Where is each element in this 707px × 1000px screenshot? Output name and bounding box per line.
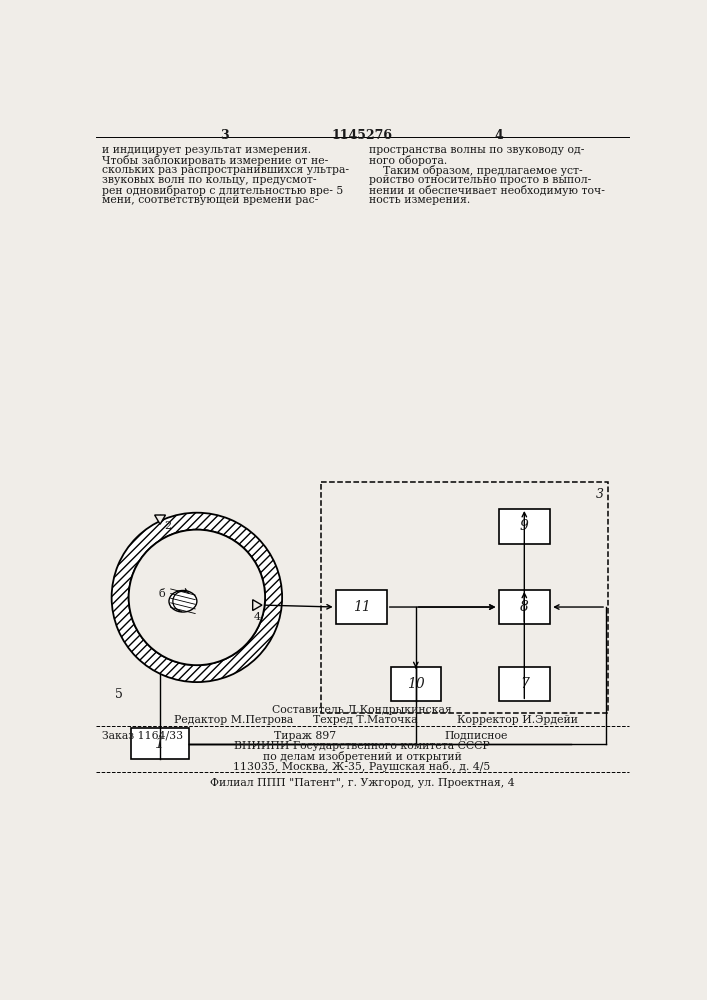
- Text: 1145276: 1145276: [332, 129, 392, 142]
- Bar: [391, 667, 441, 701]
- Bar: [337, 590, 387, 624]
- Text: Таким образом, предлагаемое уст-: Таким образом, предлагаемое уст-: [369, 165, 583, 176]
- Text: 2: 2: [164, 521, 171, 531]
- Text: звуковых волн по кольцу, предусмот-: звуковых волн по кольцу, предусмот-: [103, 175, 317, 185]
- Text: по делам изобретений и открытий: по делам изобретений и открытий: [262, 751, 462, 762]
- Text: мени, соответствующей времени рас-: мени, соответствующей времени рас-: [103, 195, 319, 205]
- Text: 11: 11: [353, 600, 370, 614]
- Text: 3: 3: [596, 488, 604, 501]
- Text: б: б: [158, 589, 165, 599]
- Text: 4: 4: [254, 612, 261, 622]
- Text: 113035, Москва, Ж-35, Раушская наб., д. 4/5: 113035, Москва, Ж-35, Раушская наб., д. …: [233, 761, 491, 772]
- Text: 9: 9: [520, 519, 529, 533]
- Bar: [499, 667, 549, 701]
- Text: 5: 5: [115, 688, 124, 701]
- Text: Редактор М.Петрова: Редактор М.Петрова: [174, 715, 293, 725]
- Text: ность измерения.: ность измерения.: [369, 195, 470, 205]
- Text: Подписное: Подписное: [445, 731, 508, 741]
- Text: Чтобы заблокировать измерение от не-: Чтобы заблокировать измерение от не-: [103, 155, 329, 166]
- Text: Составитель Л.Кондрыкинская: Составитель Л.Кондрыкинская: [272, 705, 452, 715]
- Text: 10: 10: [407, 677, 425, 691]
- Bar: [131, 728, 189, 759]
- Text: ройство относительно просто в выпол-: ройство относительно просто в выпол-: [369, 175, 591, 185]
- Text: 3: 3: [221, 129, 229, 142]
- Text: ного оборота.: ного оборота.: [369, 155, 447, 166]
- Text: нении и обеспечивает необходимую точ-: нении и обеспечивает необходимую точ-: [369, 185, 604, 196]
- Text: 1: 1: [156, 737, 165, 751]
- Text: 7: 7: [520, 677, 529, 691]
- Bar: [321, 482, 607, 713]
- Text: Тираж 897: Тираж 897: [274, 731, 337, 741]
- Text: ВНИИПИ Государственного комитета СССР: ВНИИПИ Государственного комитета СССР: [234, 741, 490, 751]
- Bar: [499, 509, 549, 544]
- Text: скольких раз распространившихся ультра-: скольких раз распространившихся ультра-: [103, 165, 349, 175]
- Text: Заказ 1164/33: Заказ 1164/33: [103, 731, 183, 741]
- Text: 8: 8: [520, 600, 529, 614]
- Text: пространства волны по звуководу од-: пространства волны по звуководу од-: [369, 145, 584, 155]
- Text: Техред Т.Маточка: Техред Т.Маточка: [313, 715, 418, 725]
- Text: и индицирует результат измерения.: и индицирует результат измерения.: [103, 145, 312, 155]
- Bar: [499, 590, 549, 624]
- Text: Филиал ППП "Патент", г. Ужгород, ул. Проектная, 4: Филиал ППП "Патент", г. Ужгород, ул. Про…: [210, 778, 514, 788]
- Circle shape: [129, 530, 265, 665]
- Text: Корректор И.Эрдейи: Корректор И.Эрдейи: [457, 715, 578, 725]
- Polygon shape: [252, 600, 262, 610]
- Text: рен одновибратор с длительностью вре- 5: рен одновибратор с длительностью вре- 5: [103, 185, 344, 196]
- Polygon shape: [155, 515, 165, 524]
- Text: 4: 4: [495, 129, 503, 142]
- Ellipse shape: [169, 590, 197, 612]
